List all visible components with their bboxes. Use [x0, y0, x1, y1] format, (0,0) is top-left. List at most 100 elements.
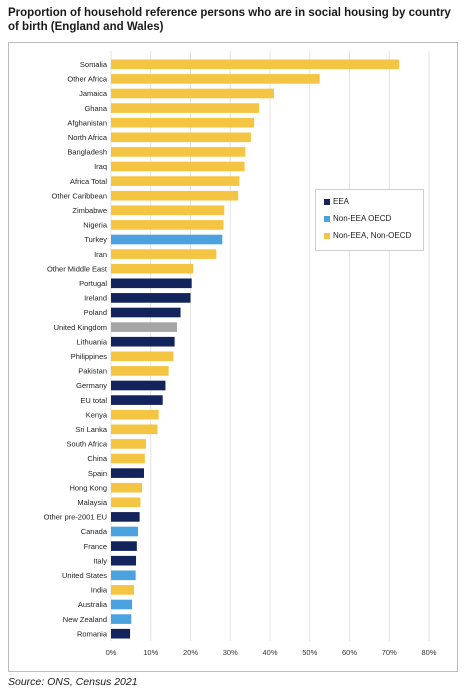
bar: [111, 380, 166, 391]
bar: [111, 570, 136, 581]
category-label: Nigeria: [83, 221, 108, 230]
category-label: Ghana: [84, 104, 107, 113]
category-label: France: [84, 542, 107, 551]
bar: [111, 555, 137, 566]
legend-item-other: Non-EEA, Non-OECD: [324, 231, 411, 240]
bar: [111, 234, 223, 245]
x-tick-label: 60%: [342, 648, 357, 657]
category-label: Other Caribbean: [52, 191, 107, 200]
category-label: Turkey: [84, 235, 107, 244]
category-label: Other pre-2001 EU: [44, 513, 107, 522]
category-label: Sri Lanka: [75, 425, 108, 434]
bar: [111, 307, 181, 318]
category-label: China: [87, 454, 107, 463]
category-label: EU total: [80, 396, 107, 405]
bar: [111, 628, 131, 639]
bar: [111, 526, 139, 537]
category-label: Portugal: [79, 279, 107, 288]
bar: [111, 599, 133, 610]
category-label: Germany: [76, 381, 107, 390]
bar: [111, 585, 135, 595]
bar: [111, 512, 140, 522]
bar: [111, 366, 169, 376]
bar: [111, 409, 159, 420]
category-label: Spain: [88, 469, 107, 478]
bar: [111, 205, 225, 216]
category-label: Iran: [94, 250, 107, 259]
bar: [111, 190, 239, 201]
bar: [111, 74, 320, 84]
bar: [111, 59, 400, 70]
x-tick-label: 70%: [382, 648, 397, 657]
chart-title: Proportion of household reference person…: [8, 7, 451, 33]
bar: [111, 103, 260, 113]
category-label: Other Middle East: [47, 264, 108, 273]
bar: [111, 293, 191, 303]
bar: [111, 278, 192, 289]
legend-item-oecd: Non-EEA OECD: [324, 214, 391, 223]
x-tick-label: 0%: [106, 648, 117, 657]
bar: [111, 322, 177, 332]
chart-frame: 0% 10% 20% 30% 40% 50% 60% 70% 80% Somalia Other A…: [8, 42, 458, 672]
legend-label-other: Non-EEA, Non-OECD: [333, 231, 412, 240]
category-label: Afghanistan: [67, 118, 107, 127]
bar: [111, 614, 132, 624]
category-label: North Africa: [68, 133, 108, 142]
category-label: Jamaica: [79, 89, 108, 98]
category-label: Italy: [93, 556, 107, 565]
category-label: Philippines: [71, 352, 108, 361]
bar: [111, 497, 141, 508]
category-label: New Zealand: [63, 615, 107, 624]
category-label: Pakistan: [78, 367, 107, 376]
category-label: Malaysia: [77, 498, 107, 507]
category-label: Bangladesh: [67, 148, 107, 157]
x-tick-label: 40%: [262, 648, 277, 657]
bar: [111, 117, 255, 128]
bar: [111, 439, 146, 449]
bar: [111, 147, 246, 157]
bar: [111, 132, 251, 143]
x-tick-label: 10%: [143, 648, 158, 657]
legend-swatch-eea: [324, 198, 330, 205]
bar: [111, 220, 224, 230]
bar: [111, 453, 145, 464]
legend-label-eea: EEA: [333, 197, 350, 206]
category-label: Lithuania: [77, 337, 108, 346]
bar: [111, 161, 245, 172]
bar-chart: 0% 10% 20% 30% 40% 50% 60% 70% 80% Somalia Other A…: [44, 51, 437, 657]
category-label: Somalia: [80, 60, 108, 69]
bar: [111, 541, 137, 551]
x-tick-label: 50%: [302, 648, 317, 657]
category-label: Romania: [77, 629, 108, 638]
x-tick-label: 20%: [183, 648, 198, 657]
category-label: Ireland: [84, 294, 107, 303]
category-label: Iraq: [94, 162, 107, 171]
category-label: Australia: [78, 600, 108, 609]
bar: [111, 395, 163, 405]
category-label: Zimbabwe: [72, 206, 107, 215]
legend-swatch-other: [324, 232, 330, 239]
bar: [111, 336, 175, 347]
bar: [111, 88, 274, 99]
bar: [111, 468, 144, 478]
bar: [111, 249, 217, 259]
category-label: South Africa: [67, 440, 108, 449]
category-label: Other Africa: [67, 75, 107, 84]
x-tick-label: 30%: [223, 648, 238, 657]
category-label: United Kingdom: [54, 323, 107, 332]
bar: [111, 482, 143, 493]
bar: [111, 424, 158, 435]
category-label: Kenya: [86, 410, 108, 419]
source-note: Source: ONS, Census 2021: [8, 676, 138, 688]
bar: [111, 176, 240, 186]
category-label: United States: [62, 571, 107, 580]
x-tick-label: 80%: [421, 648, 436, 657]
category-label: Africa Total: [70, 177, 107, 186]
bar: [111, 263, 194, 274]
category-label: Poland: [84, 308, 107, 317]
category-label: Hong Kong: [69, 483, 107, 492]
chart-legend: EEA Non-EEA OECD Non-EEA, Non-OECD: [315, 189, 424, 251]
legend-label-oecd: Non-EEA OECD: [333, 214, 392, 223]
legend-item-eea: EEA: [324, 197, 349, 206]
category-label: India: [91, 586, 108, 595]
